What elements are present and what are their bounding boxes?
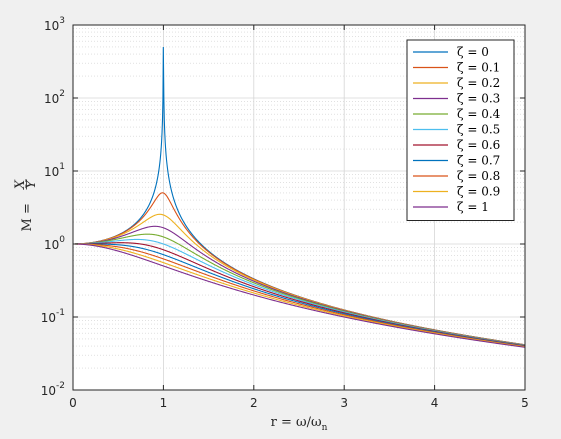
- legend-entry-label: ζ = 0.4: [457, 107, 501, 121]
- series-line: [73, 243, 525, 348]
- y-tick-label: 10-2: [41, 381, 65, 398]
- legend: ζ = 0 ζ = 0.1ζ = 0.2 ζ = 0.3ζ = 0.4 ζ = 0.5…: [406, 39, 515, 221]
- svg-text:r = ω/ωn: r = ω/ωn: [271, 415, 328, 433]
- x-axis-label-main: r = ω/ω: [271, 415, 322, 430]
- y-tick-label: 100: [44, 235, 65, 252]
- x-tick-label: 5: [521, 396, 529, 410]
- y-tick-label: 101: [44, 162, 65, 179]
- legend-box: [406, 39, 515, 221]
- legend-entry-label: ζ = 0.5: [457, 123, 500, 137]
- y-tick-label: 103: [44, 16, 65, 33]
- x-tick-label: 1: [160, 396, 168, 410]
- x-tick-label: 4: [431, 396, 439, 410]
- y-axis-label-denominator: Y: [24, 179, 39, 189]
- series-lines: [73, 46, 525, 348]
- series-line: [73, 243, 525, 348]
- x-tick-label: 0: [69, 396, 77, 410]
- y-axis-label-main: M =: [20, 203, 35, 231]
- axis-ticks: 0 1 2 3 4 5 10-2 10-1 100 101 102 103: [41, 16, 529, 410]
- legend-entry-label: ζ = 0.3: [457, 92, 500, 106]
- y-axis-label-numerator: X: [13, 179, 28, 190]
- legend-entry-label: ζ = 0.6: [457, 138, 500, 152]
- legend-entry-label: ζ = 0: [457, 45, 489, 59]
- x-axis-label-sub: n: [322, 423, 328, 433]
- y-tick-label: 10-1: [41, 308, 65, 325]
- legend-entry-label: ζ = 0.7: [457, 154, 500, 168]
- legend-entry-label: ζ = 0.2: [457, 76, 500, 90]
- y-tick-label: 102: [44, 89, 65, 106]
- plot-frame: [72, 24, 526, 391]
- legend-entry-label: ζ = 1: [457, 200, 489, 214]
- series-line: [73, 243, 525, 347]
- x-tick-label: 2: [250, 396, 258, 410]
- x-tick-label: 3: [340, 396, 348, 410]
- x-axis-label: r = ω/ωn: [271, 415, 328, 433]
- y-axis-label: M = X Y: [13, 179, 39, 232]
- legend-entry-label: ζ = 0.8: [457, 169, 500, 183]
- legend-entry-label: ζ = 0.9: [457, 185, 500, 199]
- legend-entry-label: ζ = 0.1: [457, 61, 500, 75]
